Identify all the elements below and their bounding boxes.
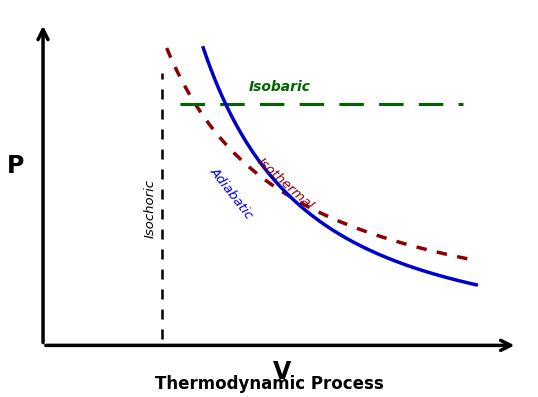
Text: Isochoric: Isochoric	[144, 179, 157, 239]
Text: Thermodynamic Process: Thermodynamic Process	[154, 375, 384, 393]
Text: Adiabatic: Adiabatic	[207, 165, 256, 222]
Text: P: P	[6, 154, 24, 178]
Text: V: V	[273, 360, 292, 384]
Text: Isobaric: Isobaric	[249, 80, 311, 94]
Text: Isothermal: Isothermal	[255, 155, 316, 212]
